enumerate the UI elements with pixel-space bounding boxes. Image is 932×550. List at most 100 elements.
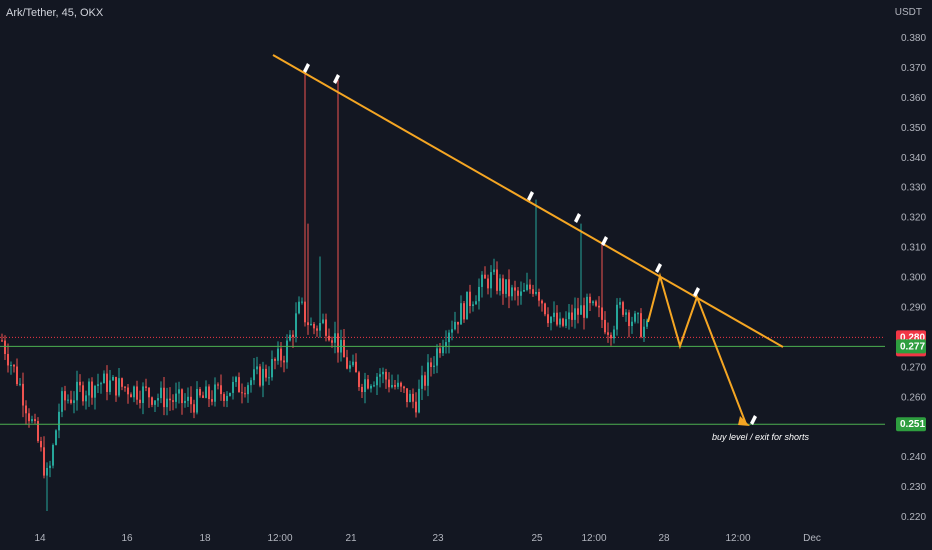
candle-body bbox=[307, 322, 309, 326]
candle-body bbox=[556, 312, 558, 325]
candle-body bbox=[568, 312, 570, 320]
candle-body bbox=[430, 362, 432, 367]
candle-body bbox=[70, 399, 72, 403]
candle-body bbox=[79, 381, 81, 386]
candles bbox=[1, 70, 648, 512]
price-badge bbox=[896, 339, 926, 354]
candle-body bbox=[298, 301, 300, 314]
candle-body bbox=[136, 386, 138, 400]
candle-body bbox=[229, 392, 231, 396]
x-tick-label: 18 bbox=[199, 533, 211, 544]
candle-body bbox=[364, 379, 366, 392]
candle-body bbox=[427, 362, 429, 386]
y-tick-label: 0.360 bbox=[901, 93, 926, 104]
y-tick-label: 0.320 bbox=[901, 213, 926, 224]
candle-body bbox=[445, 342, 447, 346]
candle-body bbox=[85, 395, 87, 402]
candle-body bbox=[106, 373, 108, 392]
candle-body bbox=[49, 465, 51, 468]
currency-label: USDT bbox=[894, 7, 922, 18]
y-tick-label: 0.240 bbox=[901, 452, 926, 463]
candle-body bbox=[415, 401, 417, 413]
candle-body bbox=[604, 319, 606, 333]
candle-body bbox=[436, 348, 438, 366]
candle-body bbox=[544, 303, 546, 315]
x-tick-label: 14 bbox=[34, 533, 46, 544]
candle-body bbox=[373, 385, 375, 387]
candle-body bbox=[139, 399, 141, 404]
candle-body bbox=[523, 289, 525, 292]
candle-body bbox=[643, 326, 645, 337]
candle-body bbox=[553, 312, 555, 317]
candle-body bbox=[154, 400, 156, 405]
candle-body bbox=[592, 301, 594, 304]
candle-body bbox=[613, 329, 615, 339]
candle-body bbox=[349, 365, 351, 369]
candle-body bbox=[118, 378, 120, 396]
candle-body bbox=[616, 304, 618, 330]
flag-icon bbox=[750, 415, 757, 425]
time-axis[interactable]: 14 16 18 12:00 21 23 25 12:00 28 12:00 Dec bbox=[34, 533, 820, 544]
flag-icon bbox=[655, 263, 662, 273]
price-axis[interactable]: 0.2200.2300.2400.2500.2600.2700.2800.290… bbox=[896, 33, 926, 523]
candle-body bbox=[487, 278, 489, 289]
candle-body bbox=[631, 321, 633, 327]
candle-body bbox=[403, 386, 405, 389]
y-tick-label: 0.290 bbox=[901, 302, 926, 313]
candle-body bbox=[502, 278, 504, 294]
candle-body bbox=[115, 376, 117, 396]
candle-body bbox=[508, 279, 510, 297]
candle-body bbox=[511, 287, 513, 297]
candle-body bbox=[505, 279, 507, 294]
candle-body bbox=[538, 291, 540, 301]
candle-body bbox=[43, 447, 45, 476]
candle-body bbox=[163, 387, 165, 408]
y-tick-label: 0.380 bbox=[901, 33, 926, 44]
candle-body bbox=[88, 381, 90, 396]
candle-body bbox=[583, 305, 585, 318]
candle-body bbox=[304, 301, 306, 323]
projected-path bbox=[647, 272, 747, 425]
candle-body bbox=[133, 386, 135, 398]
flag-icon bbox=[333, 74, 340, 84]
candle-body bbox=[358, 372, 360, 387]
candle-body bbox=[319, 323, 321, 331]
candle-body bbox=[484, 274, 486, 279]
candle-body bbox=[271, 359, 273, 378]
y-tick-label: 0.350 bbox=[901, 123, 926, 134]
candle-body bbox=[475, 301, 477, 305]
candle-body bbox=[535, 291, 537, 294]
candle-body bbox=[334, 333, 336, 343]
candle-body bbox=[289, 334, 291, 341]
candle-body bbox=[61, 391, 63, 412]
candle-body bbox=[610, 334, 612, 339]
candle-body bbox=[169, 398, 171, 401]
candle-body bbox=[418, 388, 420, 413]
x-tick-label: 28 bbox=[658, 533, 670, 544]
x-tick-label: Dec bbox=[803, 533, 821, 544]
candle-body bbox=[232, 382, 234, 393]
candle-body bbox=[517, 290, 519, 296]
candle-body bbox=[598, 305, 600, 308]
candle-body bbox=[190, 396, 192, 405]
x-tick-label: 23 bbox=[432, 533, 444, 544]
candle-body bbox=[628, 312, 630, 327]
candle-body bbox=[493, 269, 495, 273]
candle-body bbox=[217, 384, 219, 386]
candle-body bbox=[166, 398, 168, 408]
candle-body bbox=[247, 385, 249, 395]
candle-body bbox=[640, 313, 642, 337]
candle-body bbox=[292, 334, 294, 337]
candle-body bbox=[514, 287, 516, 291]
candle-body bbox=[325, 319, 327, 336]
candle-body bbox=[244, 393, 246, 395]
candle-body bbox=[196, 388, 198, 413]
candle-body bbox=[634, 313, 636, 322]
candle-body bbox=[151, 397, 153, 405]
support-levels bbox=[0, 336, 885, 425]
flag-icon bbox=[693, 287, 700, 297]
candle-body bbox=[112, 376, 114, 381]
candle-body bbox=[355, 361, 357, 373]
candle-body bbox=[280, 348, 282, 361]
